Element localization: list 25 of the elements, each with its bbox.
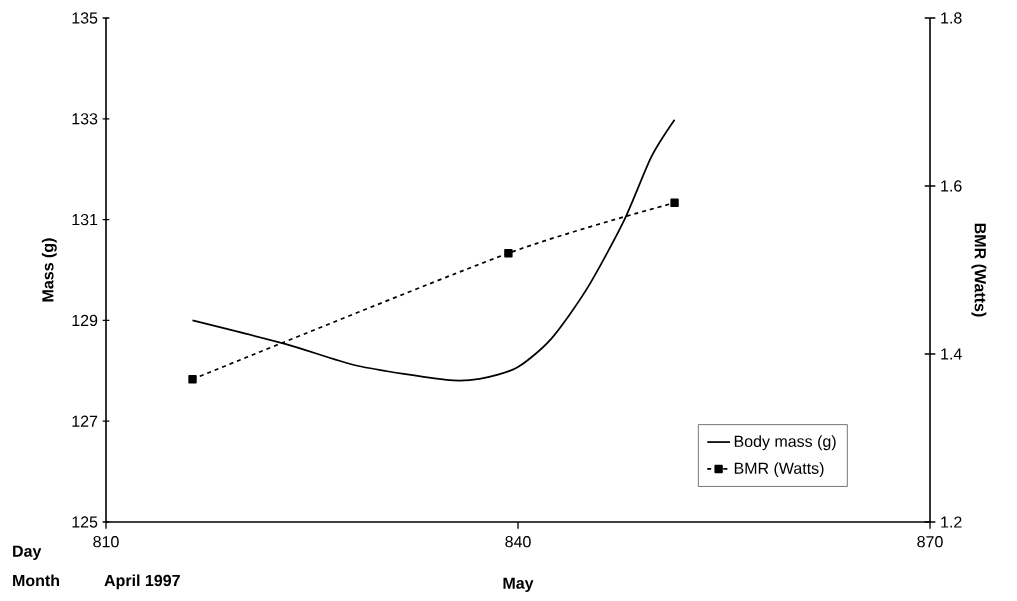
x-tick-label: 810 — [93, 536, 119, 548]
text: Month — [13, 574, 60, 587]
text: April 1997 — [104, 574, 180, 590]
x-tick-label: 840 — [505, 536, 531, 548]
y2-tick-label: 1.8 — [941, 12, 962, 24]
x-tick-label: 870 — [917, 536, 943, 548]
text: May — [503, 577, 534, 592]
y-tick-label: 135 — [72, 12, 98, 24]
legend-label: BMR (Watts) — [734, 462, 824, 478]
point — [188, 375, 197, 384]
x-axis-title: Day — [13, 545, 42, 560]
y-tick-label: 131 — [72, 213, 98, 226]
y2-tick-label: 1.2 — [941, 516, 962, 528]
y-tick-label: 127 — [72, 415, 98, 427]
legend-label: Body mass (g) — [734, 435, 836, 451]
y2-tick-label: 1.4 — [941, 348, 962, 360]
point — [504, 249, 513, 258]
y-tick-label: 125 — [72, 516, 98, 528]
y2-axis-title: BMR (Watts) — [971, 223, 987, 317]
line-series — [191, 118, 676, 382]
y-tick-label: 133 — [72, 113, 98, 125]
y-axis-title: Mass (g) — [41, 238, 57, 302]
point — [670, 198, 679, 208]
y2-tick-label: 1.6 — [941, 180, 962, 192]
y-tick-label: 129 — [72, 314, 98, 327]
